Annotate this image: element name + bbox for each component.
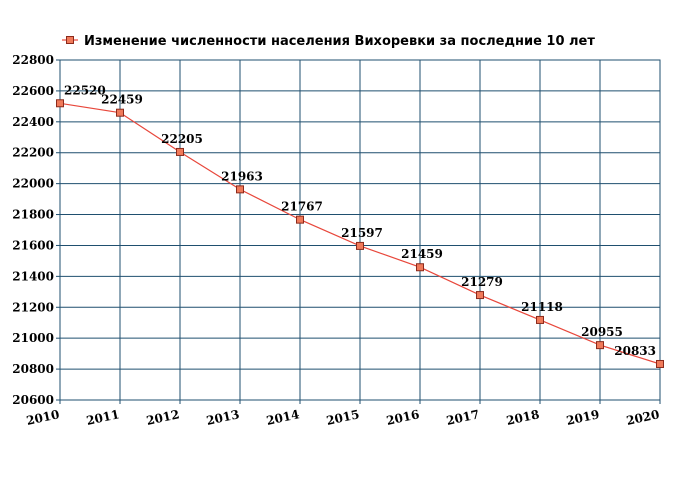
x-tick-label: 2016 [385,407,421,428]
data-label: 21459 [401,247,443,261]
y-tick-label: 22000 [12,177,54,191]
data-point-marker [176,147,184,156]
y-tick-label: 21200 [12,300,54,314]
data-label: 22459 [101,93,143,107]
data-label: 22520 [64,83,106,97]
legend-label: Изменение численности населения Вихоревк… [84,34,595,49]
x-tick-label: 2010 [25,407,61,428]
x-tick-label: 2020 [625,407,661,428]
y-tick-label: 22800 [12,53,54,67]
data-label: 21597 [341,226,383,240]
data-point-marker [416,263,424,272]
y-tick-label: 21800 [12,208,54,222]
data-label: 21963 [221,169,263,183]
y-tick-label: 22400 [12,115,54,129]
data-point-marker [536,315,544,324]
data-label: 21279 [461,275,503,289]
data-point-marker [296,215,304,224]
y-tick-label: 20800 [12,362,54,376]
data-label: 20833 [614,344,656,358]
data-point-marker [356,241,364,250]
y-tick-label: 20600 [12,393,54,407]
data-point-marker [596,341,604,350]
y-axis-ticks: 20600 20800 21000 21200 21400 21600 21800 22000… [12,53,60,407]
x-tick-label: 2019 [565,407,601,428]
legend-marker-icon [66,36,74,44]
data-point-marker [656,359,664,368]
data-point-marker [236,185,244,194]
x-tick-label: 2018 [505,407,541,428]
y-tick-label: 21400 [12,269,54,283]
x-tick-label: 2012 [145,407,181,428]
x-tick-label: 2017 [445,407,481,428]
x-tick-label: 2011 [85,407,121,428]
y-tick-label: 21000 [12,331,54,345]
x-tick-label: 2014 [265,407,301,428]
data-label: 21767 [281,200,323,214]
data-label: 22205 [161,132,203,146]
data-label: 21118 [521,300,563,314]
y-tick-label: 21600 [12,238,54,252]
data-point-marker [116,108,124,117]
x-tick-label: 2013 [205,407,241,428]
x-axis-ticks: 2010 2011 2012 2013 2014 2015 2016 2017 2018 2019… [25,400,661,428]
data-label: 20955 [581,325,623,339]
x-tick-label: 2015 [325,407,361,428]
y-tick-label: 22600 [12,84,54,98]
y-tick-label: 22200 [12,146,54,160]
legend: Изменение численности населения Вихоревк… [62,34,595,49]
data-point-marker [476,291,484,300]
data-point-marker [56,99,64,108]
